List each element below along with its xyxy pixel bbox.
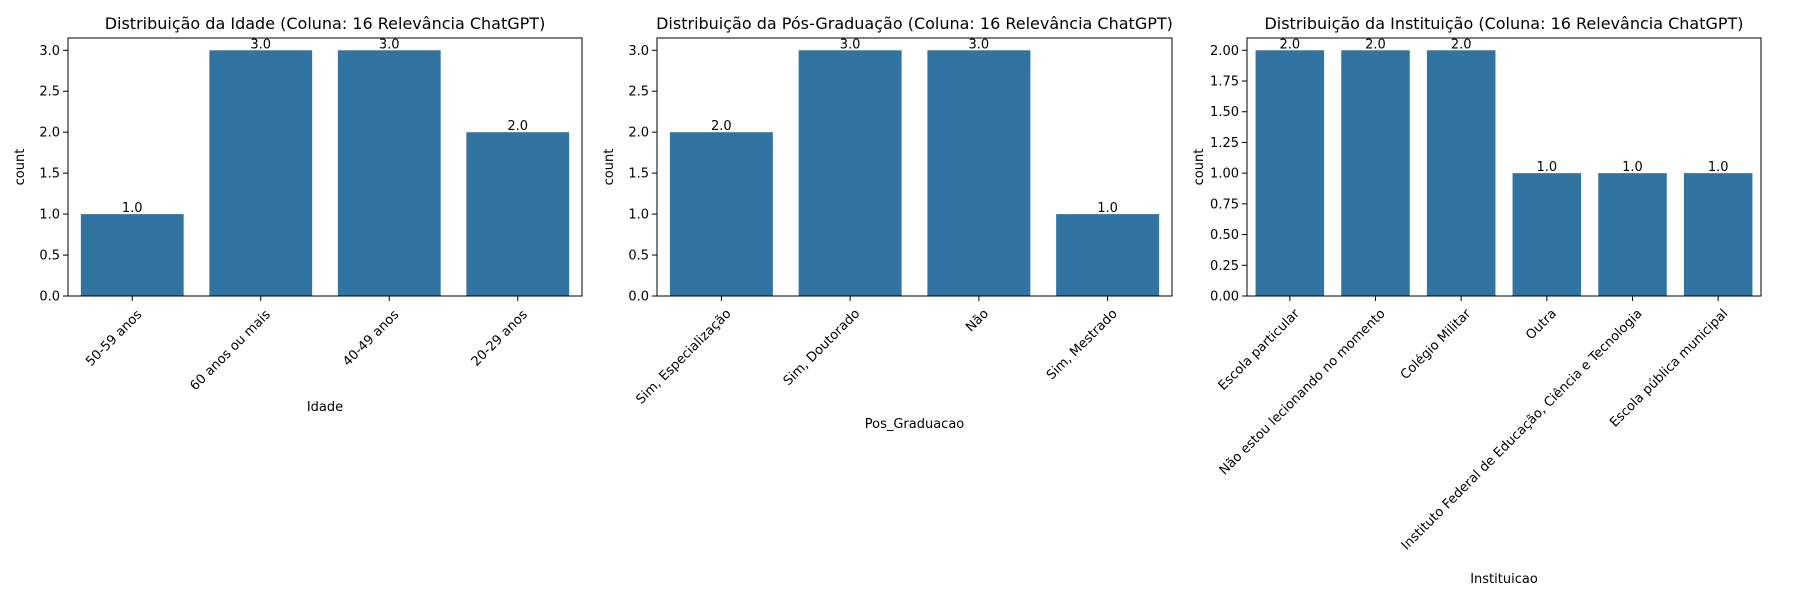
axes-frame bbox=[67, 37, 583, 297]
y-tick-label: 0.5 bbox=[39, 249, 60, 264]
bar-value-label: 3.0 bbox=[250, 37, 271, 52]
y-tick-label: 1.25 bbox=[1210, 136, 1239, 151]
bar bbox=[1341, 50, 1410, 297]
bar-value-label: 1.0 bbox=[1708, 160, 1729, 175]
y-tick-label: 2.5 bbox=[39, 85, 60, 100]
bar bbox=[798, 50, 902, 297]
y-tick-label: 2.00 bbox=[1210, 44, 1239, 59]
bar bbox=[337, 50, 441, 297]
y-tick-label: 0.00 bbox=[1210, 290, 1239, 305]
bar-value-label: 2.0 bbox=[711, 119, 732, 134]
y-tick-label: 0.50 bbox=[1210, 228, 1239, 243]
bar-value-label: 3.0 bbox=[379, 37, 400, 52]
y-tick-label: 1.5 bbox=[628, 167, 649, 182]
bar bbox=[1598, 173, 1667, 296]
y-tick-label: 1.75 bbox=[1210, 75, 1239, 90]
y-tick-label: 0.25 bbox=[1210, 259, 1239, 274]
chart-title: Distribuição da Idade (Coluna: 16 Relevâ… bbox=[105, 14, 546, 33]
bar-value-label: 1.0 bbox=[1536, 160, 1557, 175]
bar bbox=[1255, 50, 1325, 297]
x-tick-label: Escola particular bbox=[1216, 306, 1304, 394]
bar-value-label: 2.0 bbox=[1451, 37, 1472, 52]
y-tick-label: 2.5 bbox=[628, 85, 649, 100]
x-tick-label: Sim, Doutorado bbox=[781, 306, 863, 388]
x-axis-label: Pos_Graduacao bbox=[865, 417, 965, 432]
y-tick-label: 0.5 bbox=[628, 249, 649, 264]
bar-value-label: 2.0 bbox=[507, 119, 528, 134]
bar-value-label: 1.0 bbox=[1097, 201, 1118, 216]
x-tick-label: 60 anos ou mais bbox=[187, 307, 273, 393]
bar-value-label: 2.0 bbox=[1365, 37, 1386, 52]
y-tick-label: 3.0 bbox=[628, 44, 649, 59]
bar bbox=[1426, 50, 1496, 297]
x-tick-label: Não bbox=[963, 306, 992, 335]
x-tick-label: 40-49 anos bbox=[340, 307, 402, 369]
chart-title: Distribuição da Instituição (Coluna: 16 … bbox=[1264, 14, 1743, 33]
bar-value-label: 3.0 bbox=[840, 37, 861, 52]
bar-value-label: 3.0 bbox=[969, 37, 990, 52]
bar bbox=[209, 50, 313, 297]
x-tick-label: Sim, Especialização bbox=[633, 306, 734, 407]
y-tick-label: 2.0 bbox=[628, 126, 649, 141]
bar bbox=[669, 132, 773, 296]
x-tick-label: Colégio Militar bbox=[1398, 306, 1475, 383]
x-tick-label: Não estou lecionando no momento bbox=[1217, 306, 1389, 478]
y-tick-label: 1.00 bbox=[1210, 167, 1239, 182]
x-tick-label: 20-29 anos bbox=[469, 307, 531, 369]
x-tick-label: Sim, Mestrado bbox=[1044, 306, 1121, 383]
x-tick-label: Outra bbox=[1523, 306, 1560, 343]
bar bbox=[1683, 173, 1753, 296]
bar bbox=[80, 214, 184, 296]
bar bbox=[1512, 173, 1582, 296]
bar-value-label: 1.0 bbox=[122, 201, 143, 216]
bar bbox=[927, 50, 1031, 297]
x-axis-label: Instituicao bbox=[1470, 572, 1538, 587]
y-tick-label: 0.0 bbox=[39, 290, 60, 305]
y-tick-label: 1.0 bbox=[628, 208, 649, 223]
y-tick-label: 1.0 bbox=[39, 208, 60, 223]
y-tick-label: 1.50 bbox=[1210, 105, 1239, 120]
y-tick-label: 0.75 bbox=[1210, 197, 1239, 212]
bar bbox=[466, 132, 570, 296]
y-tick-label: 0.0 bbox=[628, 290, 649, 305]
y-tick-label: 2.0 bbox=[39, 126, 60, 141]
x-axis-label: Idade bbox=[307, 400, 343, 415]
chart-panel-2: 2.0 3.0 3.0 1.0 0.0 0.5 1.0 1.5 2.0 2.5 3.0 Sim, Es… bbox=[602, 14, 1173, 432]
bar-value-label: 2.0 bbox=[1279, 37, 1300, 52]
x-tick-label: 50-59 anos bbox=[83, 307, 145, 369]
chart-panel-3: 2.0 2.0 2.0 1.0 1.0 1.0 0.00 0.25 0.50 0.75 1.00 1.… bbox=[1192, 14, 1762, 587]
axes-frame bbox=[656, 37, 1173, 297]
y-tick-label: 3.0 bbox=[39, 44, 60, 59]
chart-title: Distribuição da Pós-Graduação (Coluna: 1… bbox=[656, 14, 1173, 33]
bar bbox=[1056, 214, 1160, 296]
chart-panel-1: 1.0 3.0 3.0 2.0 0.0 0.5 1.0 1.5 2.0 2.5 3.0 50-59 a… bbox=[13, 14, 583, 415]
y-tick-label: 1.5 bbox=[39, 167, 60, 182]
y-axis-label: count bbox=[1192, 149, 1207, 186]
bar-value-label: 1.0 bbox=[1622, 160, 1643, 175]
axes-frame bbox=[1246, 37, 1762, 297]
y-axis-label: count bbox=[602, 149, 617, 186]
y-axis-label: count bbox=[13, 149, 28, 186]
